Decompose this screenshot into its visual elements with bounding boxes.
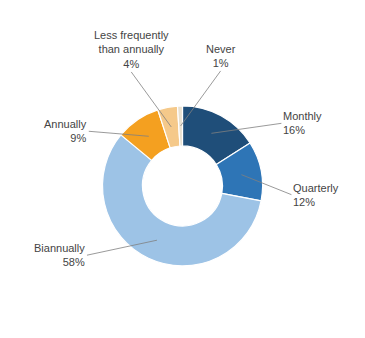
svg-text:Biannually58%: Biannually58% xyxy=(34,242,85,268)
svg-text:Annually9%: Annually9% xyxy=(44,118,87,144)
svg-text:Monthly16%: Monthly16% xyxy=(283,110,322,136)
svg-text:Never1%: Never1% xyxy=(206,43,236,69)
svg-text:Quarterly12%: Quarterly12% xyxy=(293,182,339,208)
svg-text:Less frequentlythan annually4%: Less frequentlythan annually4% xyxy=(94,29,169,70)
